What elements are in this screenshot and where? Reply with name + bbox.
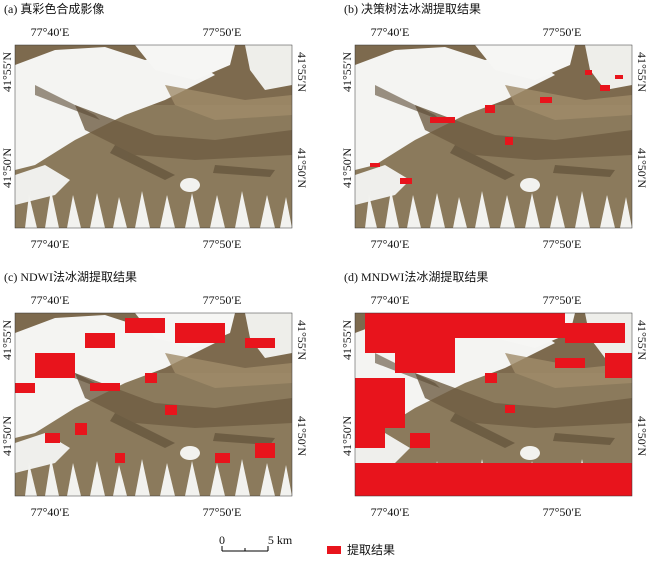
right-lat-label: 41°50′N [295,148,309,188]
extracted-lake [505,405,515,413]
top-lon-label: 77°50′E [543,25,582,39]
panel-title: (b) 决策树法冰湖提取结果 [344,1,481,16]
image-frame [354,312,633,497]
extracted-lake [165,405,177,415]
extracted-lake [245,338,275,348]
right-lat-label: 41°55′N [635,320,649,360]
extracted-lake [600,85,610,91]
right-lat-label: 41°55′N [295,320,309,360]
bottom-lon-label: 77°50′E [203,237,242,251]
image-frame [14,44,293,229]
scale-distance: 5 km [268,533,293,547]
satellite-image [15,45,292,228]
right-lat-label: 41°50′N [635,148,649,188]
top-lon-label: 77°50′E [203,293,242,307]
extracted-lake [115,453,125,463]
extracted-lake [605,353,632,378]
top-lon-label: 77°50′E [203,25,242,39]
extracted-lake [555,358,585,368]
panels: (a) 真彩色合成影像 77°40′E 77°40′E 77°50′E 77°50′E 4… [0,1,649,519]
extracted-lake [540,97,552,103]
extracted-lake [85,333,115,348]
extracted-lake [215,453,230,463]
bottom-lon-label: 77°40′E [31,237,70,251]
extracted-lake [585,70,592,75]
extracted-lake [485,373,497,383]
bottom-lon-label: 77°40′E [31,505,70,519]
left-lat-label: 41°55′N [0,320,14,360]
right-lat-label: 41°55′N [635,52,649,92]
bottom-lon-label: 77°40′E [371,237,410,251]
left-lat-label: 41°55′N [340,52,354,92]
panel: (c) NDWI法冰湖提取结果 77°40′E 77°40′E 77°50′E 77°5… [0,269,309,519]
left-lat-label: 41°50′N [340,416,354,456]
extracted-lake [35,353,75,378]
right-lat-label: 41°55′N [295,52,309,92]
legend-label: 提取结果 [347,542,395,557]
extracted-lake [355,428,385,448]
extracted-lake [75,423,87,435]
extracted-lake [615,75,623,79]
extracted-lake [370,163,380,167]
scale-zero: 0 [219,533,225,547]
extracted-lake [400,178,412,184]
extracted-lake [430,117,455,123]
legend: 提取结果 [327,542,395,557]
extracted-lake [145,373,157,383]
extracted-lake [410,433,430,448]
extracted-lake [125,318,165,333]
panel-title: (a) 真彩色合成影像 [4,1,104,16]
extracted-lake [90,383,120,391]
extracted-lake [45,433,60,443]
bottom-lon-label: 77°50′E [203,505,242,519]
extracted-lake [455,313,565,338]
extracted-lake [395,353,455,373]
extracted-lake [565,323,625,343]
top-lon-label: 77°40′E [31,293,70,307]
left-lat-label: 41°50′N [0,148,14,188]
extracted-lake [175,323,225,343]
right-lat-label: 41°50′N [295,416,309,456]
top-lon-label: 77°40′E [371,293,410,307]
panel-title: (c) NDWI法冰湖提取结果 [4,269,137,284]
extracted-lake [365,313,455,353]
right-lat-label: 41°50′N [635,416,649,456]
left-lat-label: 41°55′N [340,320,354,360]
bottom-lon-label: 77°50′E [543,505,582,519]
panel-title: (d) MNDWI法冰湖提取结果 [344,269,488,284]
image-frame [14,312,293,497]
extracted-lake [355,463,632,496]
top-lon-label: 77°50′E [543,293,582,307]
extracted-lake [355,378,405,428]
panel: (d) MNDWI法冰湖提取结果 77°40′E 77°40′E 77°50′E 77°… [340,269,649,519]
left-lat-label: 41°50′N [340,148,354,188]
image-frame [354,44,633,229]
extracted-lake [485,105,495,113]
panel: (a) 真彩色合成影像 77°40′E 77°40′E 77°50′E 77°50′E 4… [0,1,309,251]
left-lat-label: 41°50′N [0,416,14,456]
panel: (b) 决策树法冰湖提取结果 77°40′E 77°40′E 77°50′E 77°50… [340,1,649,251]
extracted-lake [505,137,513,145]
extracted-lake [15,383,35,393]
extracted-lake [255,443,275,458]
top-lon-label: 77°40′E [31,25,70,39]
legend-swatch [327,546,341,554]
bottom-lon-label: 77°50′E [543,237,582,251]
top-lon-label: 77°40′E [371,25,410,39]
bottom-lon-label: 77°40′E [371,505,410,519]
left-lat-label: 41°55′N [0,52,14,92]
scale-bar: 0 5 km [219,533,293,552]
